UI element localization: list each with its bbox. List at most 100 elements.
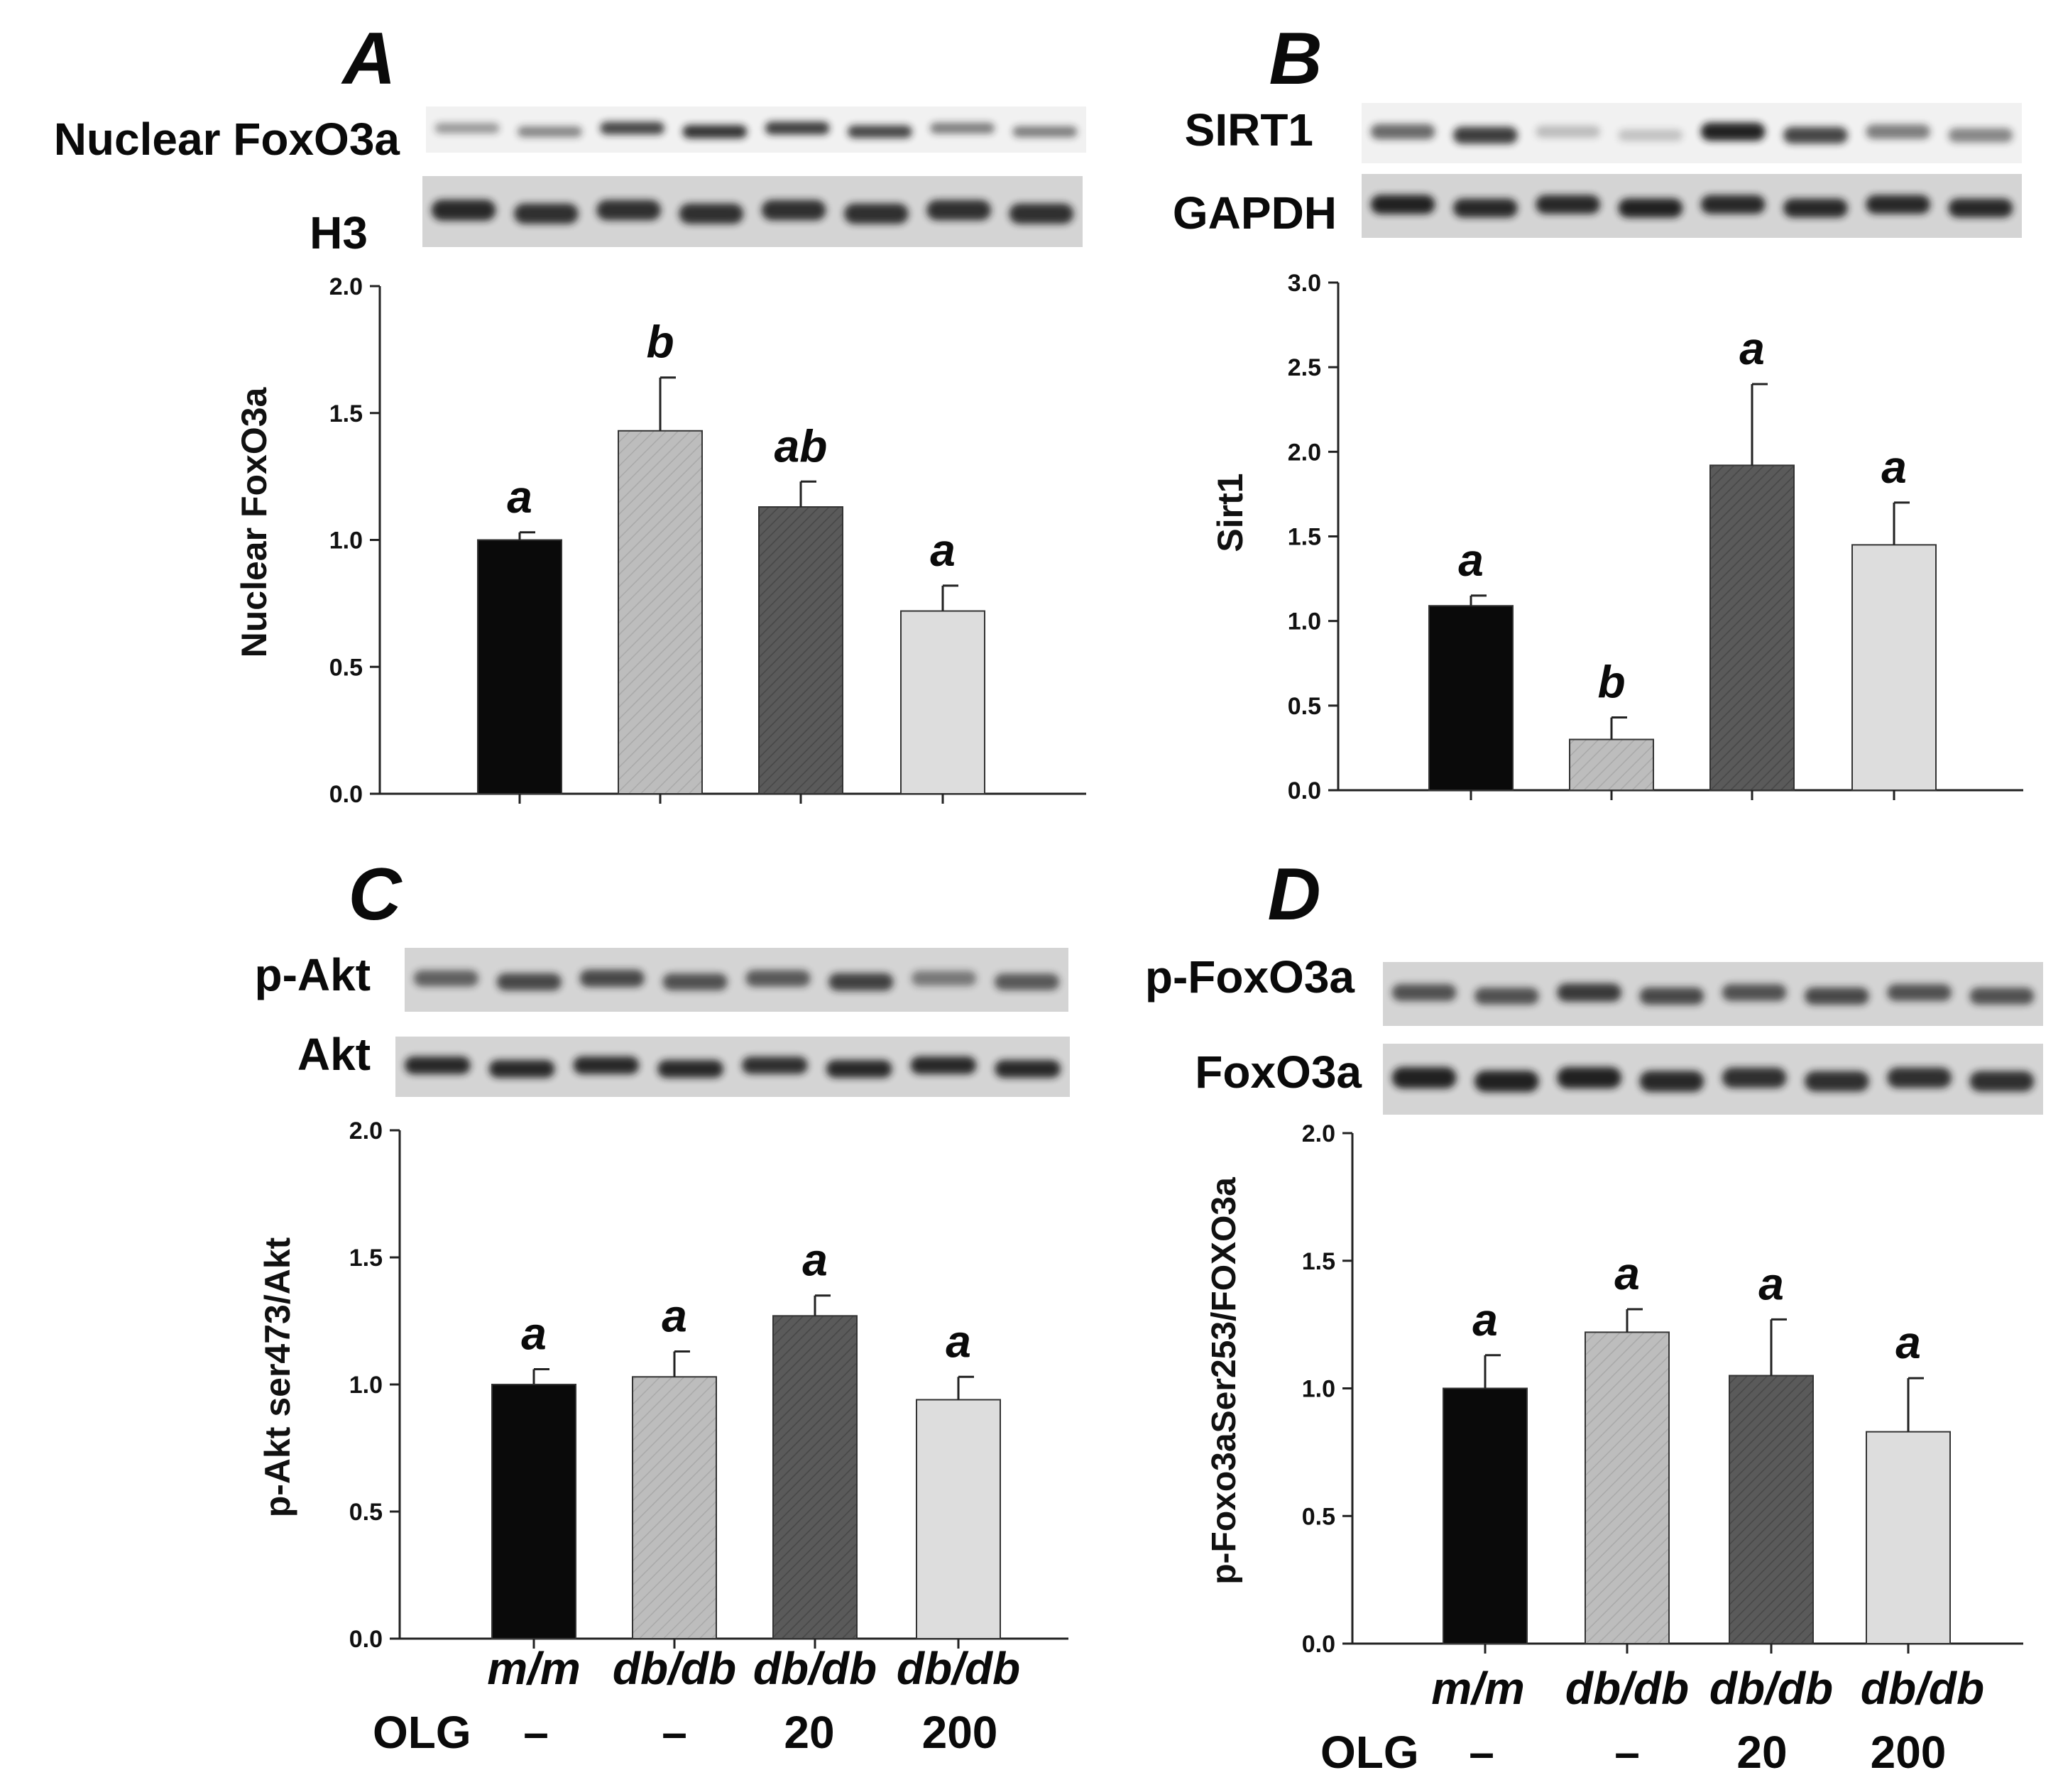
bar: [1585, 1331, 1670, 1645]
blot-band: [1722, 1067, 1787, 1088]
olg-dose-c-1: –: [523, 1707, 549, 1758]
blot-band: [742, 1056, 808, 1074]
olg-dose-d-2: –: [1614, 1727, 1640, 1778]
significance-label: a: [1458, 535, 1484, 586]
blot-band: [600, 121, 664, 135]
blot-band: [1370, 124, 1435, 140]
group-label-d-2: db/db: [1565, 1663, 1689, 1714]
group-label-c-1: m/m: [487, 1643, 581, 1694]
significance-label: a: [802, 1235, 828, 1286]
blot-band: [1969, 1071, 2035, 1092]
blot-band: [657, 1060, 723, 1078]
chart-b: 0.0 0.5 1.0 1.5 2.0 2.5 3.0 a b a a: [1288, 270, 2023, 804]
y-tick-label: 0.5: [329, 654, 363, 681]
blot-band: [679, 203, 744, 224]
blot-band: [912, 971, 977, 986]
blot-band: [514, 203, 579, 224]
blot-band: [1700, 122, 1766, 141]
olg-label-c: OLG: [373, 1707, 471, 1758]
blot-band: [518, 126, 582, 138]
bar: [1851, 544, 1937, 792]
y-tick-label: 1.5: [329, 400, 363, 427]
y-tick-label: 1.0: [1288, 608, 1321, 635]
blot-strip-foxo3a: [1383, 1044, 2043, 1115]
olg-dose-c-4: 200: [922, 1707, 998, 1758]
bar: [1443, 1387, 1528, 1644]
y-tick-label: 0.0: [349, 1626, 383, 1653]
y-tick-label: 1.5: [1288, 524, 1321, 551]
blot-band: [1391, 984, 1457, 1001]
bar: [916, 1399, 1001, 1639]
significance-label: a: [1614, 1248, 1640, 1299]
blot-band: [1009, 203, 1074, 224]
olg-label-d: OLG: [1320, 1727, 1419, 1778]
significance-label: a: [930, 525, 956, 576]
y-tick-label: 1.0: [1302, 1376, 1335, 1403]
y-tick-label: 0.5: [1288, 693, 1321, 720]
blot-band: [1783, 198, 1848, 218]
blot-band: [1557, 1067, 1621, 1088]
significance-label: a: [1758, 1258, 1784, 1309]
blot-label-p-akt: p-Akt: [254, 949, 371, 1000]
group-label-c-2: db/db: [613, 1643, 736, 1694]
blot-band: [1639, 987, 1704, 1005]
y-tick-label: 2.0: [329, 273, 363, 300]
chart-c: 0.0 0.5 1.0 1.5 2.0 a a a a: [349, 1118, 1068, 1653]
blot-label-p-foxo3a: p-FoxO3a: [1145, 951, 1355, 1002]
y-tick-label: 3.0: [1288, 270, 1321, 297]
bar: [1729, 1375, 1814, 1645]
blot-strip-sirt1: [1362, 103, 2022, 163]
olg-dose-d-3: 20: [1736, 1727, 1787, 1778]
y-tick-label: 2.0: [1288, 439, 1321, 466]
blot-band: [496, 973, 562, 991]
blot-band: [926, 200, 991, 221]
panel-letter-b: B: [1269, 18, 1322, 100]
blot-strip-nuclear-foxo3a: [426, 106, 1086, 153]
bar: [1709, 464, 1795, 792]
y-tick-label: 2.5: [1288, 354, 1321, 381]
y-tick-label: 0.0: [1288, 777, 1321, 804]
y-axis-title-d: p-Foxo3aSer253/FOXO3a: [1205, 1177, 1243, 1585]
blot-band: [573, 1056, 640, 1074]
blot-band: [1618, 129, 1683, 141]
blot-band: [1948, 198, 2013, 218]
blot-strip-p-foxo3a: [1383, 962, 2043, 1026]
y-tick-label: 0.5: [1302, 1503, 1335, 1530]
significance-label: a: [507, 471, 532, 523]
group-label-c-3: db/db: [753, 1643, 877, 1694]
y-axis-title-a: Nuclear FoxO3a: [234, 386, 274, 657]
blot-band: [1969, 988, 2035, 1005]
blot-band: [994, 973, 1060, 990]
y-tick-label: 2.0: [1302, 1120, 1335, 1147]
blot-band: [848, 125, 912, 138]
y-axis-title-c: p-Akt ser473/Akt: [258, 1237, 297, 1517]
blot-label-gapdh: GAPDH: [1173, 187, 1337, 239]
blot-label-h3: H3: [310, 207, 368, 258]
blot-band: [1557, 983, 1621, 1002]
significance-label: ab: [775, 420, 828, 471]
blot-band: [1866, 124, 1930, 139]
blot-band: [745, 970, 811, 987]
blot-band: [1453, 198, 1518, 218]
blot-band: [1639, 1071, 1704, 1092]
bar: [1428, 605, 1514, 791]
blot-strip-p-akt: [405, 948, 1068, 1012]
bar: [772, 1315, 858, 1639]
bar: [758, 506, 843, 795]
blot-band: [596, 200, 661, 221]
blot-strip-gapdh: [1362, 174, 2022, 238]
blot-band: [826, 1060, 892, 1078]
blot-strip-h3: [422, 176, 1083, 247]
blot-band: [579, 969, 645, 988]
group-label-d-1: m/m: [1431, 1663, 1525, 1714]
y-tick-label: 0.0: [329, 781, 363, 808]
significance-label: a: [1895, 1317, 1921, 1368]
blot-label-akt: Akt: [297, 1029, 371, 1080]
y-tick-label: 2.0: [349, 1118, 383, 1144]
bar: [618, 430, 703, 795]
olg-dose-c-2: –: [662, 1707, 687, 1758]
blot-band: [662, 973, 728, 990]
y-tick-label: 1.5: [1302, 1248, 1335, 1275]
significance-label: b: [646, 317, 674, 368]
